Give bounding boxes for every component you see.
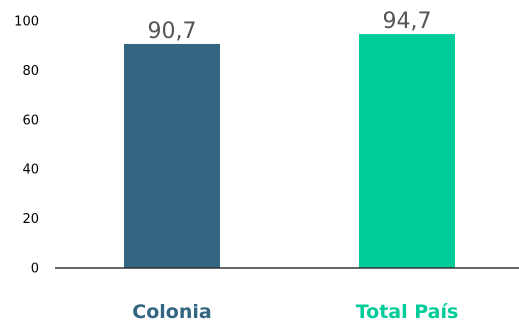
y-tick-label: 40 (22, 163, 39, 178)
y-tick-label: 80 (22, 64, 39, 79)
data-label: 90,7 (148, 19, 197, 44)
y-tick-label: 60 (22, 113, 39, 128)
bar-total-pa-s (359, 34, 455, 268)
x-category-label: Total País (356, 301, 459, 323)
y-tick-label: 100 (14, 15, 39, 30)
y-tick-label: 0 (31, 262, 39, 277)
y-tick-label: 20 (22, 212, 39, 227)
x-category-label: Colonia (132, 301, 211, 323)
data-label: 94,7 (383, 9, 432, 34)
bar-colonia (124, 43, 220, 268)
